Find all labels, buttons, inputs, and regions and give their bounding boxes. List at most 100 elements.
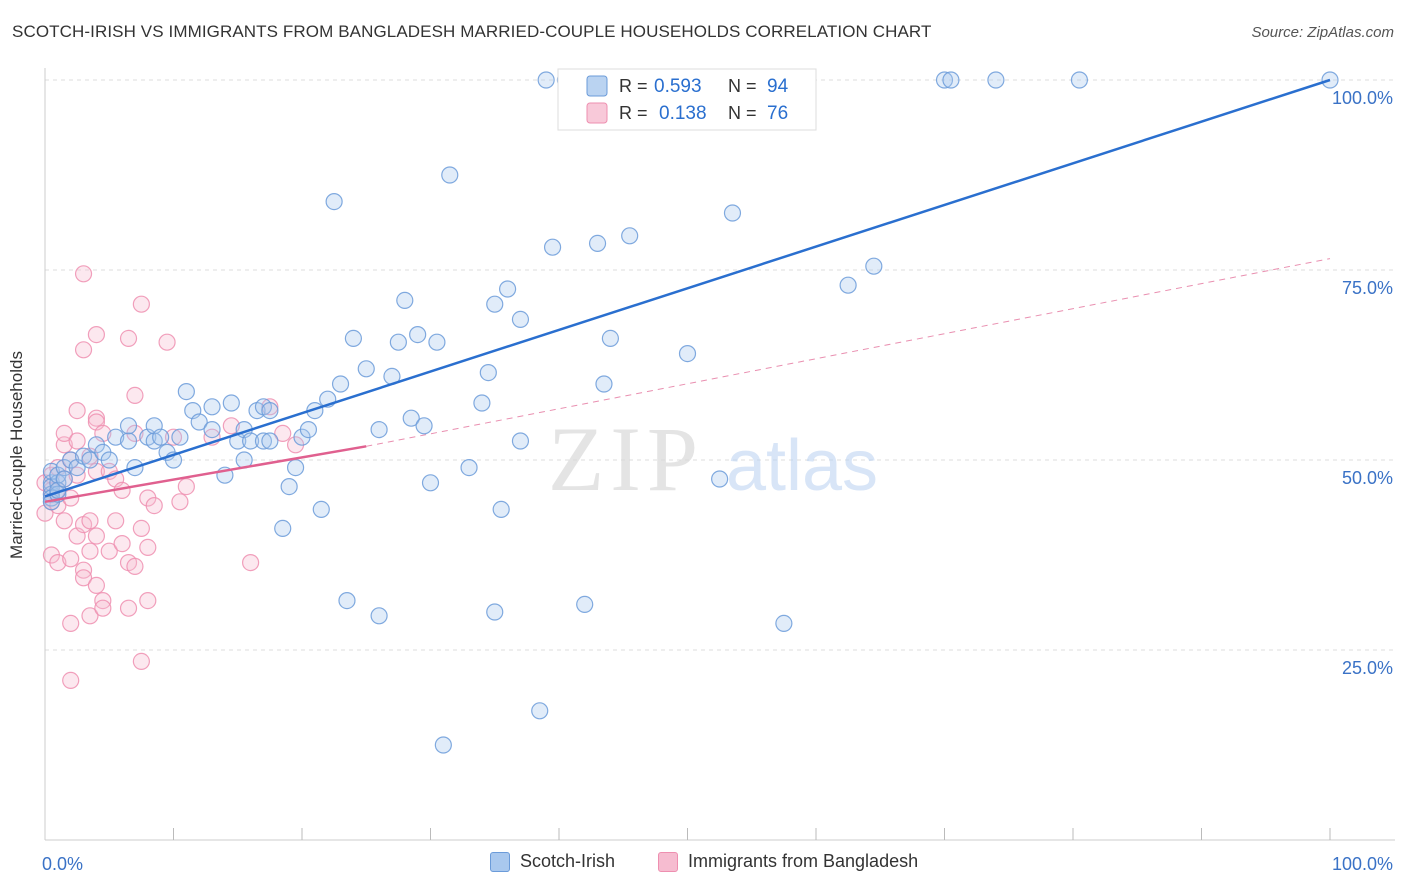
data-point: [145, 497, 163, 515]
x-tick-label: 100.0%: [1332, 854, 1393, 874]
data-point: [775, 614, 793, 633]
data-point: [242, 432, 260, 450]
data-point: [119, 599, 138, 617]
data-point: [865, 257, 883, 275]
data-point: [132, 519, 150, 538]
data-point: [81, 512, 99, 530]
data-point: [421, 474, 440, 492]
data-point: [402, 409, 420, 427]
data-point: [177, 478, 195, 496]
x-tick-labels: 0.0% 100.0%: [42, 854, 1393, 874]
data-point: [254, 432, 273, 450]
data-point: [171, 493, 189, 511]
x-tick-label: 0.0%: [42, 854, 83, 874]
y-tick-label: 50.0%: [1342, 468, 1393, 488]
data-point: [261, 398, 279, 416]
data-point: [357, 360, 375, 378]
data-point: [511, 310, 530, 328]
y-tick-labels: 25.0% 50.0% 75.0% 100.0%: [1332, 88, 1393, 678]
data-point: [87, 576, 106, 595]
data-point: [74, 341, 93, 359]
data-point: [177, 383, 195, 401]
data-point: [299, 421, 318, 439]
legend-swatch-scotch-irish: [490, 851, 510, 872]
data-point: [190, 413, 208, 431]
legend-n-label-blue: N =: [728, 76, 757, 96]
legend-r-value-pink: 0.138: [659, 103, 707, 124]
source-label: Source: ZipAtlas.com: [1251, 24, 1394, 41]
data-point: [139, 591, 157, 610]
data-point: [274, 519, 292, 538]
pink-trend-extension: [366, 258, 1331, 447]
watermark-zip: ZIP: [548, 408, 704, 510]
data-point: [479, 364, 497, 382]
legend-n-value-pink: 76: [767, 103, 788, 124]
data-point: [203, 398, 221, 416]
legend-swatch-bangladesh: [658, 851, 678, 872]
data-point: [81, 542, 99, 560]
data-point: [87, 527, 106, 545]
data-point: [113, 534, 131, 553]
data-point: [119, 417, 138, 435]
data-point: [68, 402, 86, 420]
data-point: [158, 333, 176, 351]
legend-label-bangladesh: Immigrants from Bangladesh: [688, 851, 919, 871]
watermark-atlas: atlas: [726, 426, 878, 506]
legend-swatch-blue: [586, 75, 608, 97]
data-point: [74, 569, 93, 587]
data-point: [119, 329, 138, 347]
data-point: [94, 599, 112, 617]
data-point: [621, 227, 639, 245]
data-point: [344, 329, 362, 347]
y-tick-label: 100.0%: [1332, 88, 1393, 108]
data-point: [68, 432, 86, 450]
data-point: [325, 193, 343, 211]
data-point: [396, 291, 414, 309]
pink-series-points: [36, 265, 305, 690]
stats-legend: R = 0.593 N = 94 R = 0.138 N = 76: [557, 68, 817, 131]
data-point: [1070, 71, 1089, 89]
data-point: [723, 204, 742, 222]
legend-r-label-pink: R =: [619, 103, 648, 123]
trend-lines: [44, 78, 1331, 504]
data-point: [171, 428, 189, 446]
data-point: [935, 71, 954, 89]
data-point: [942, 71, 960, 89]
data-point: [81, 607, 99, 625]
data-point: [537, 71, 555, 89]
data-point: [242, 553, 260, 572]
data-point: [588, 234, 607, 252]
data-point: [62, 614, 80, 633]
data-point: [49, 553, 67, 572]
legend-item-scotch-irish: Scotch-Irish: [490, 851, 615, 872]
data-point: [492, 500, 510, 518]
watermark: ZIP atlas: [548, 408, 878, 510]
data-point: [261, 432, 279, 450]
legend-item-bangladesh: Immigrants from Bangladesh: [658, 851, 918, 872]
data-point: [338, 591, 356, 610]
data-point: [261, 402, 279, 420]
data-point: [499, 280, 517, 298]
data-point: [107, 428, 125, 446]
data-point: [139, 538, 157, 557]
data-point: [222, 394, 240, 412]
data-point: [486, 603, 504, 621]
trend-line-bangladesh: [44, 445, 367, 504]
data-point: [711, 470, 729, 488]
data-point: [100, 451, 118, 469]
data-point: [511, 432, 530, 450]
data-point: [87, 409, 106, 427]
data-point: [74, 265, 93, 283]
data-point: [274, 424, 292, 442]
data-point: [126, 557, 144, 576]
data-point: [987, 71, 1005, 89]
legend-r-label-blue: R =: [619, 76, 648, 96]
data-point: [389, 333, 407, 351]
legend-swatch-pink: [586, 102, 608, 124]
data-point: [62, 550, 80, 568]
data-point: [203, 421, 221, 439]
data-point: [415, 417, 433, 435]
data-point: [81, 451, 99, 469]
data-point: [132, 652, 150, 671]
data-point: [55, 470, 73, 488]
